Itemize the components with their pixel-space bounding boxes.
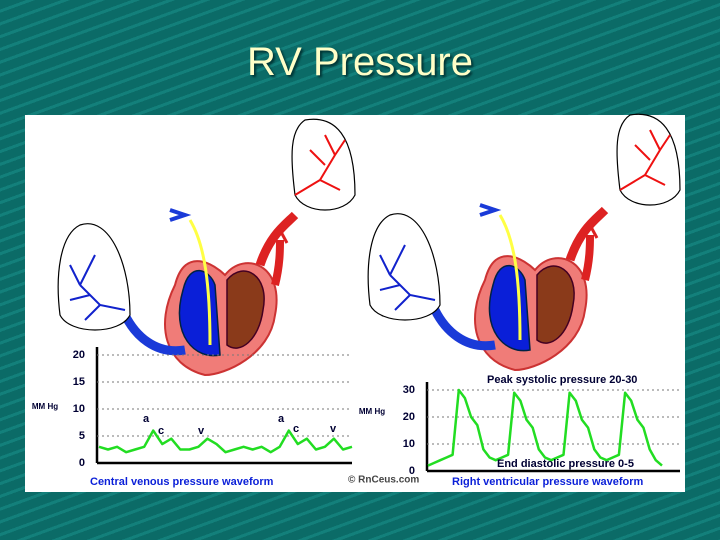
wave-label: a bbox=[143, 413, 150, 425]
y-tick-label: 10 bbox=[403, 438, 415, 450]
y-tick-label: 0 bbox=[79, 457, 85, 469]
slide-title: RV Pressure bbox=[246, 40, 473, 84]
waveform bbox=[427, 388, 663, 467]
credit: © RnCeus.com bbox=[348, 475, 419, 486]
y-axis-unit: MM Hg bbox=[32, 402, 58, 411]
y-tick-label: 15 bbox=[73, 376, 85, 388]
y-axis-unit: MM Hg bbox=[359, 407, 385, 416]
wave-label: c bbox=[293, 423, 299, 435]
y-tick-label: 20 bbox=[73, 349, 85, 361]
y-tick-label: 30 bbox=[403, 384, 415, 396]
y-tick-label: 0 bbox=[409, 465, 415, 477]
wave-label: v bbox=[330, 423, 337, 435]
annotation: Peak systolic pressure 20-30 bbox=[487, 374, 637, 386]
caption: Right ventricular pressure waveform bbox=[452, 476, 644, 488]
caption: Central venous pressure waveform bbox=[90, 476, 274, 488]
wave-label: c bbox=[158, 425, 164, 437]
wave-label: a bbox=[278, 413, 285, 425]
wave-label: v bbox=[198, 425, 205, 437]
y-tick-label: 10 bbox=[73, 403, 85, 415]
y-tick-label: 20 bbox=[403, 411, 415, 423]
annotation: End diastolic pressure 0-5 bbox=[497, 458, 634, 470]
y-tick-label: 5 bbox=[79, 430, 85, 442]
waveform bbox=[98, 429, 353, 454]
